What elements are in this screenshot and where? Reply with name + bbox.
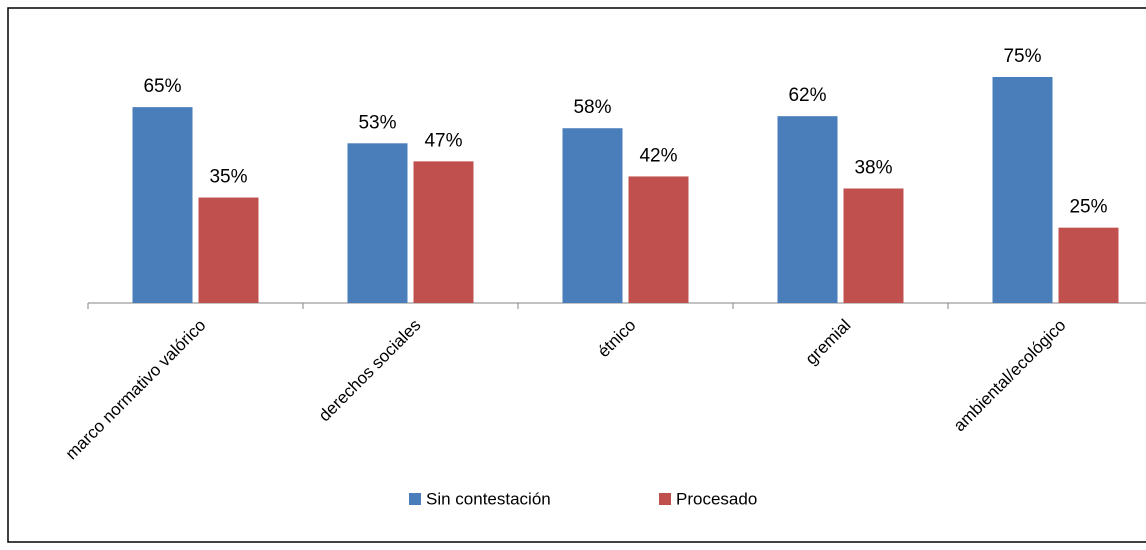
value-label: 38%	[854, 158, 892, 179]
value-label: 35%	[209, 167, 247, 188]
legend-swatch	[659, 493, 671, 505]
value-label: 58%	[573, 97, 611, 118]
bar	[132, 107, 193, 303]
bar	[413, 161, 474, 303]
value-label: 47%	[424, 130, 462, 151]
bar	[628, 176, 689, 303]
value-label: 53%	[358, 112, 396, 133]
legend-label: Procesado	[676, 489, 757, 508]
bar	[562, 128, 623, 303]
bar	[347, 143, 408, 303]
bar	[992, 77, 1053, 303]
bar	[198, 197, 259, 303]
value-label: 75%	[1003, 46, 1041, 67]
legend-swatch	[409, 493, 421, 505]
bar	[843, 188, 904, 303]
value-label: 25%	[1069, 197, 1107, 218]
value-label: 62%	[788, 85, 826, 106]
bar	[1058, 227, 1119, 303]
value-label: 42%	[639, 145, 677, 166]
bar	[777, 116, 838, 303]
legend-label: Sin contestación	[426, 489, 551, 508]
value-label: 65%	[143, 76, 181, 97]
